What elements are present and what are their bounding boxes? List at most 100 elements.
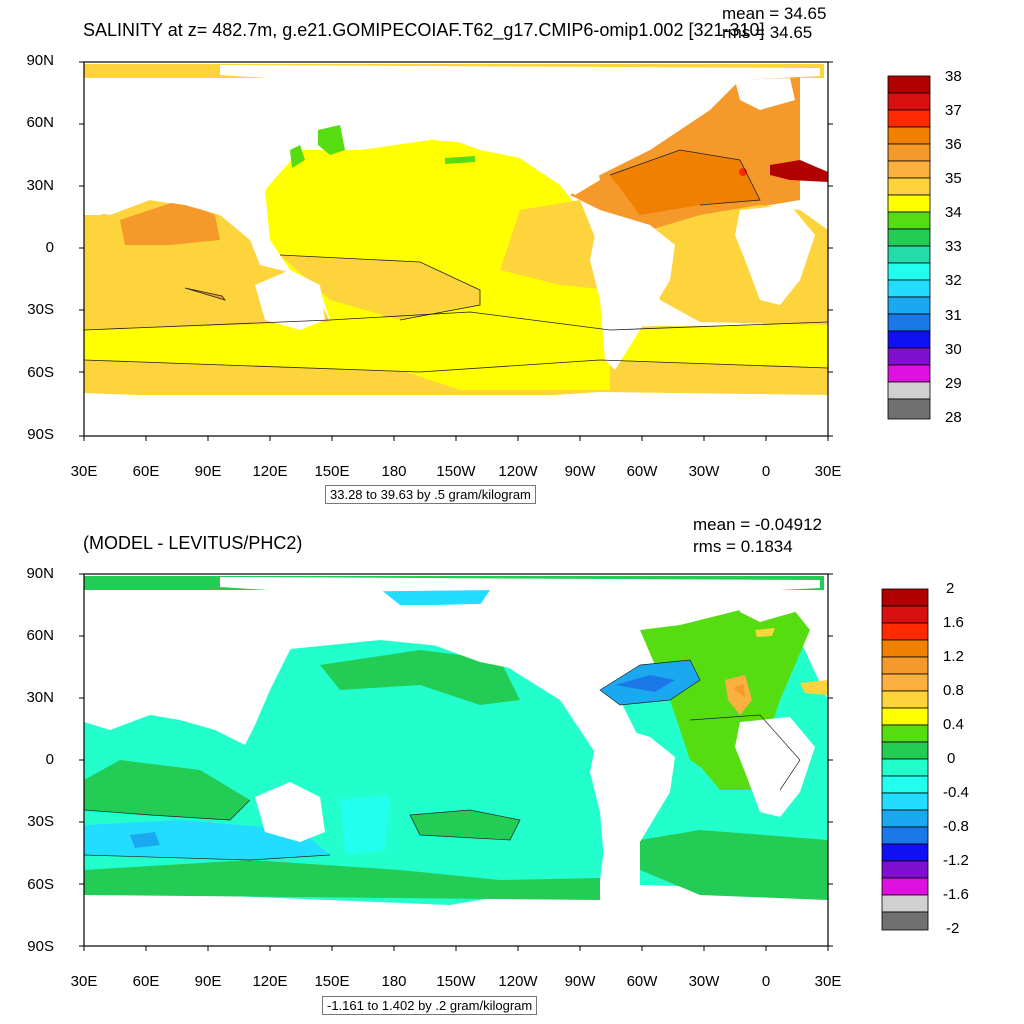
colorbar-cell — [881, 673, 929, 692]
colorbar-label: 1.6 — [943, 614, 964, 631]
lat-label: 90N — [26, 52, 54, 69]
bering-patch — [318, 125, 345, 155]
top-map-title: SALINITY at z= 482.7m, g.e21.GOMIPECOIAF… — [83, 20, 765, 40]
mediterranean-outflow — [770, 160, 828, 182]
colorbar-cell — [881, 741, 929, 760]
asia-land — [84, 590, 310, 745]
lat-label: 60S — [27, 364, 54, 381]
lon-label: 60E — [132, 973, 160, 990]
colorbar-cell — [887, 296, 931, 315]
colorbar-cell — [887, 262, 931, 281]
colorbar-cell — [887, 109, 931, 128]
lon-label: 0 — [761, 463, 771, 480]
lat-label: 90N — [26, 565, 54, 582]
colorbar-label: -1.2 — [943, 852, 969, 869]
nordic-warm — [755, 628, 775, 637]
south-pacific-green-patch — [410, 810, 520, 840]
colorbar-cell — [881, 707, 929, 726]
lon-label: 60E — [132, 463, 160, 480]
lon-label: 150W — [436, 463, 476, 480]
colorbar-cell — [887, 211, 931, 230]
lat-label: 60N — [26, 627, 54, 644]
lat-label: 30N — [26, 177, 54, 194]
lat-label: 90S — [27, 426, 54, 443]
lon-label: 150E — [314, 973, 350, 990]
south-america-land — [590, 722, 675, 882]
colorbar-cell — [887, 364, 931, 383]
contour-line — [184, 287, 227, 301]
colorbar-label: 37 — [945, 102, 962, 119]
colorbar-cell — [881, 639, 929, 658]
colorbar-cell — [887, 160, 931, 179]
gulf-stream-core — [615, 675, 675, 692]
colorbar-label: -2 — [946, 920, 960, 937]
bottom-difference-map — [84, 574, 828, 946]
top-rms-label: rms = 34.65 — [722, 23, 813, 42]
colorbar-label: -0.8 — [943, 818, 969, 835]
colorbar-cell — [881, 911, 929, 931]
colorbar-cell — [881, 622, 929, 641]
lat-label: 90S — [27, 938, 54, 955]
colorbar-label: 1.2 — [943, 648, 964, 665]
colorbar-label: 0 — [947, 750, 956, 767]
colorbar-label: 30 — [945, 341, 962, 358]
arctic-land — [220, 577, 820, 597]
colorbar-label: 2 — [946, 580, 955, 597]
colorbar-cell — [881, 605, 929, 624]
contour-line — [689, 714, 801, 791]
colorbar-cell — [881, 843, 929, 862]
colorbar-cell — [881, 809, 929, 828]
colorbar-cell — [887, 126, 931, 145]
colorbar-label: -0.4 — [943, 784, 969, 801]
lat-label: 60N — [26, 114, 54, 131]
lon-label: 150W — [436, 973, 476, 990]
lon-label: 120E — [252, 463, 288, 480]
north-pacific-green — [320, 650, 520, 705]
colorbar-cell — [881, 860, 929, 879]
bottom-contour-info: -1.161 to 1.402 by .2 gram/kilogram — [322, 996, 538, 1015]
australia-land — [255, 270, 325, 330]
colorbar-cell — [887, 347, 931, 366]
lon-label: 120W — [498, 463, 538, 480]
north-america-land — [350, 602, 600, 705]
top-salinity-map — [84, 62, 828, 436]
lat-label: 60S — [27, 876, 54, 893]
colorbar-label: -1.6 — [943, 886, 969, 903]
mediterranean-core — [733, 684, 745, 698]
colorbar-cell — [887, 75, 931, 94]
colorbar-label: 29 — [945, 375, 962, 392]
colorbar-cell — [887, 177, 931, 196]
lon-label: 120W — [498, 973, 538, 990]
bottom-mean-label: mean = -0.04912 — [693, 515, 823, 534]
colorbar-cell — [881, 724, 929, 743]
east-pacific-subregion — [500, 200, 610, 290]
colorbar-cell — [881, 588, 929, 607]
top-axis-ticks — [79, 61, 833, 441]
south-atlantic-green-band — [640, 830, 828, 900]
colorbar-cell — [881, 792, 929, 811]
bottom-colorbar — [881, 588, 929, 931]
colorbar-label: 32 — [945, 272, 962, 289]
greenland-land — [735, 78, 795, 110]
colorbar-cell — [881, 690, 929, 709]
lon-label: 120E — [252, 973, 288, 990]
contour-line — [84, 854, 331, 861]
contour-line — [84, 359, 828, 373]
north-pacific-patch — [445, 156, 475, 164]
lon-label: 150E — [314, 463, 350, 480]
north-america-land — [350, 90, 600, 195]
okhotsk-patch — [290, 145, 305, 168]
colorbar-cell — [881, 826, 929, 845]
colorbar-label: 35 — [945, 170, 962, 187]
colorbar-label: 34 — [945, 204, 962, 221]
lon-label: 30E — [70, 973, 98, 990]
asia-land — [84, 78, 310, 240]
mediterranean-warm — [725, 675, 752, 715]
lon-label: 60W — [626, 463, 658, 480]
australia-land — [255, 782, 325, 842]
colorbar-label: 38 — [945, 68, 962, 85]
contour-line — [409, 809, 521, 841]
indian-green-band — [84, 760, 250, 820]
colorbar-label: 0.4 — [943, 716, 964, 733]
colorbar-cell — [881, 775, 929, 794]
